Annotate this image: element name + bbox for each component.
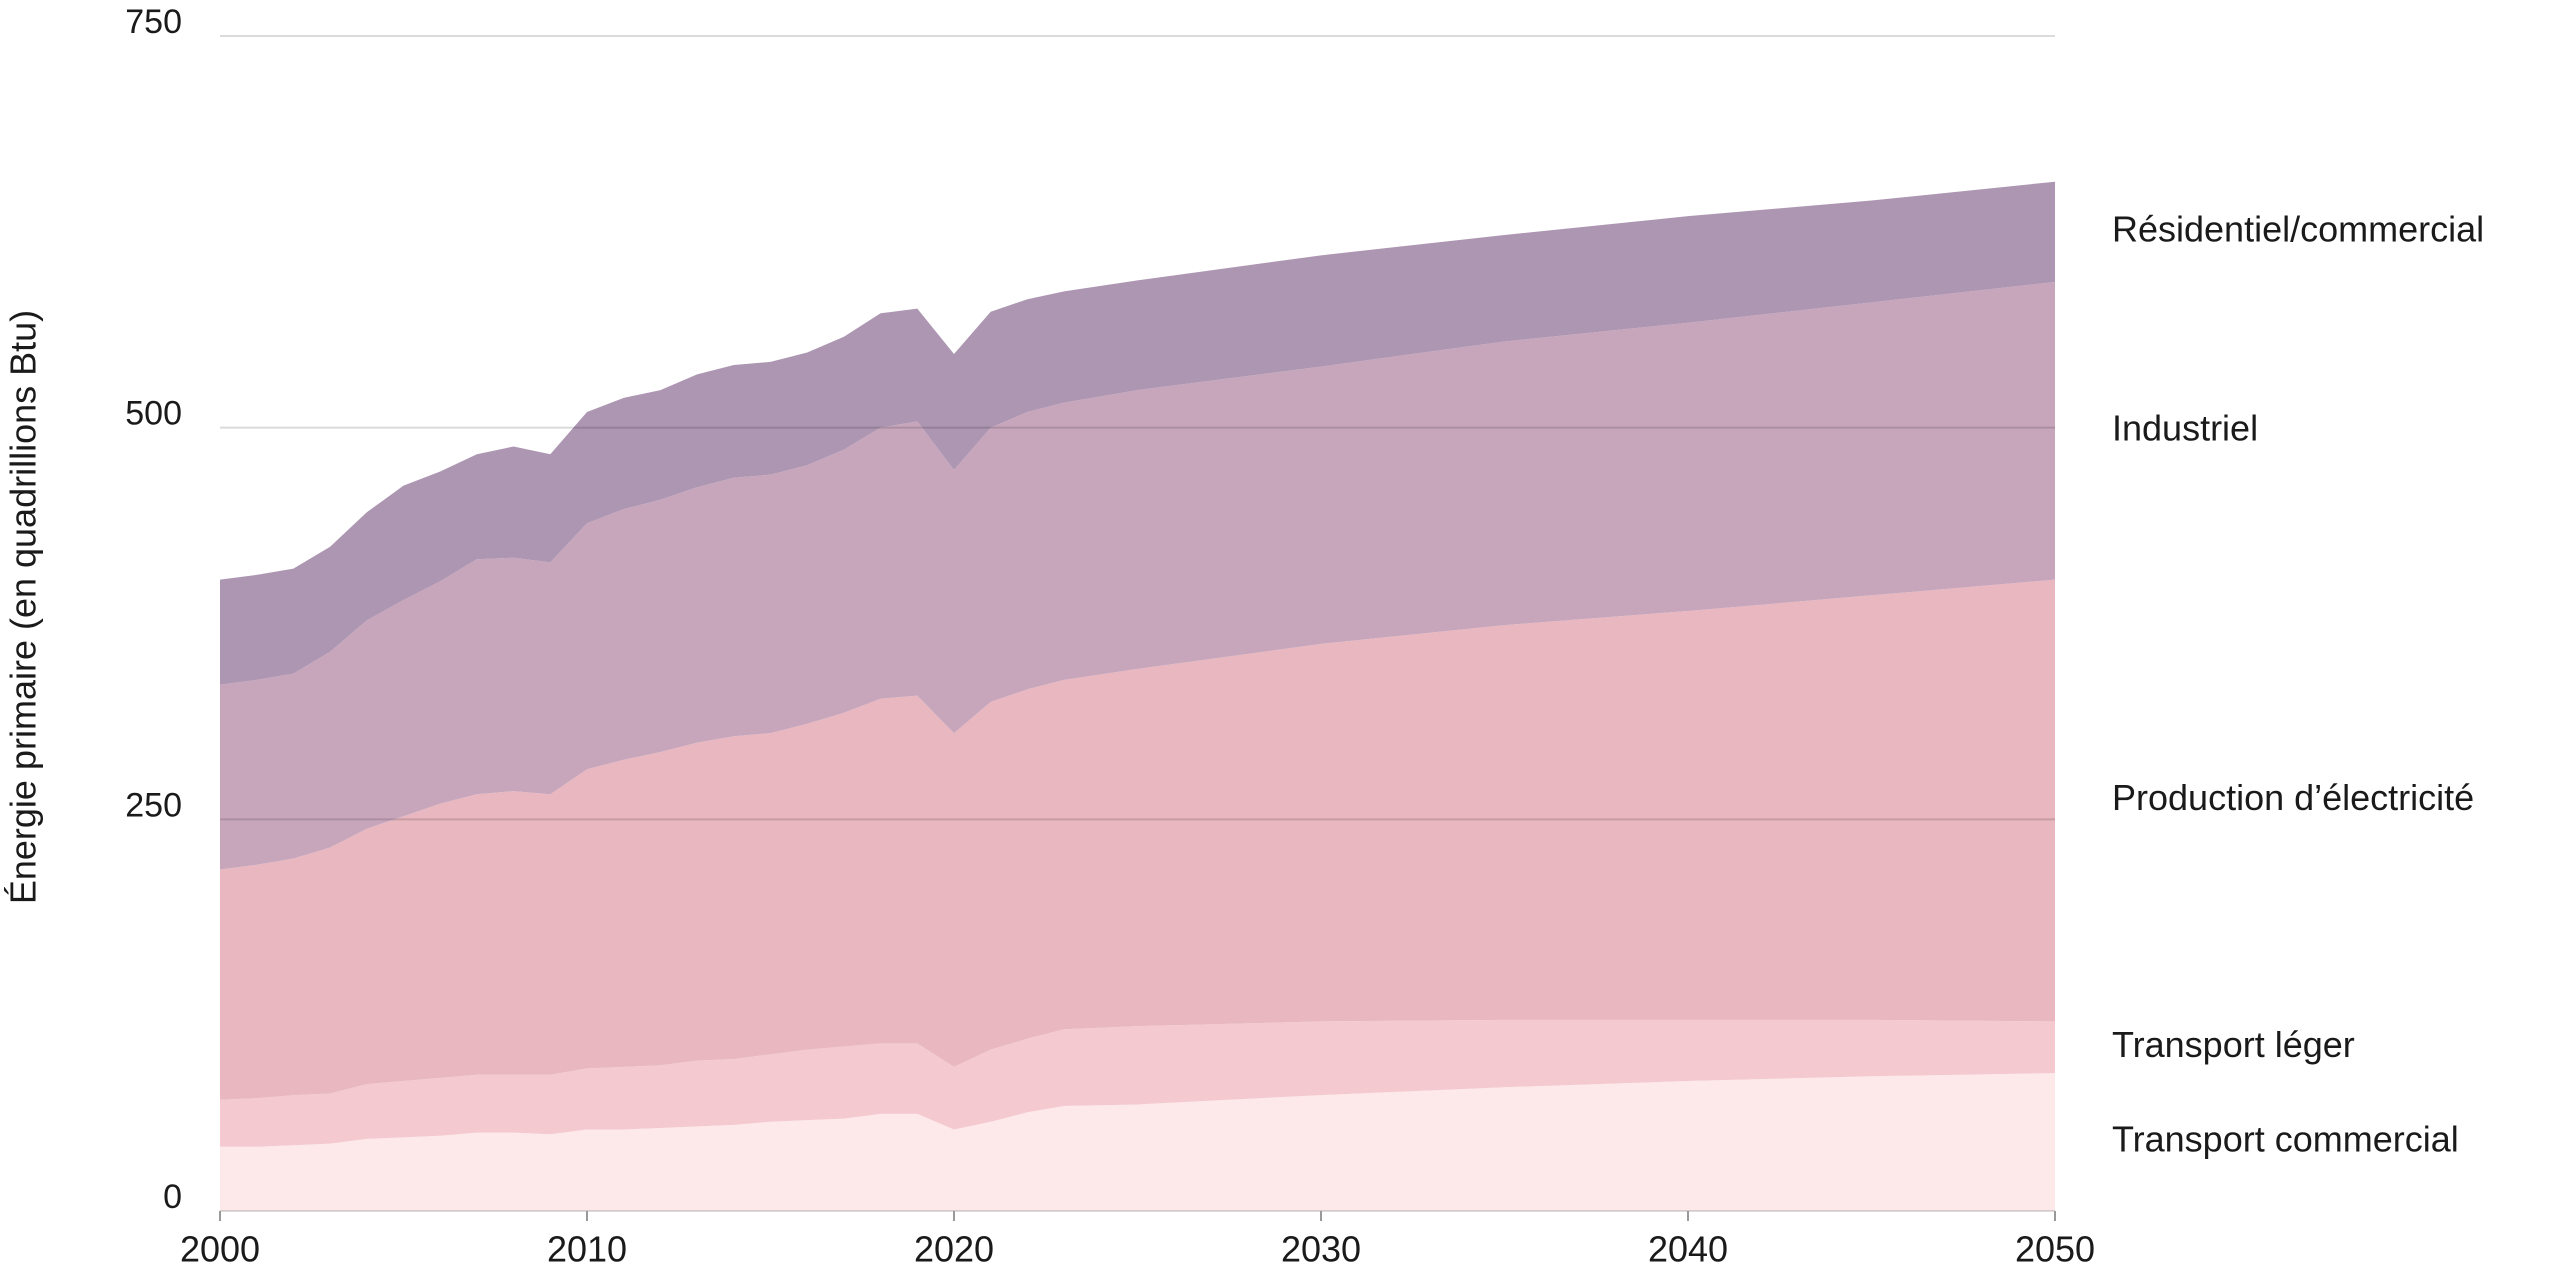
y-tick-label: 500 bbox=[125, 395, 182, 433]
area bbox=[220, 579, 2055, 1100]
area bbox=[220, 181, 2055, 685]
x-tick-label: 2010 bbox=[547, 1229, 627, 1270]
x-tick-label: 2000 bbox=[180, 1229, 260, 1270]
y-tick-label: 750 bbox=[125, 3, 182, 41]
y-tick-label: 250 bbox=[125, 786, 182, 824]
x-tick-label: 2050 bbox=[2015, 1229, 2095, 1270]
series-label: Industriel bbox=[2112, 407, 2258, 448]
area bbox=[220, 1073, 2055, 1211]
series-label: Production d’électricité bbox=[2112, 777, 2474, 818]
series-label: Transport léger bbox=[2112, 1024, 2355, 1065]
x-tick-label: 2040 bbox=[1648, 1229, 1728, 1270]
series-label: Résidentiel/commercial bbox=[2112, 208, 2484, 249]
x-tick-label: 2020 bbox=[914, 1229, 994, 1270]
x-tick-label: 2030 bbox=[1281, 1229, 1361, 1270]
series-label: Transport commercial bbox=[2112, 1119, 2459, 1160]
y-axis-title: Énergie primaire (en quadrillions Btu) bbox=[3, 310, 44, 904]
area bbox=[220, 1019, 2055, 1147]
area bbox=[220, 281, 2055, 870]
y-tick-label: 0 bbox=[163, 1178, 182, 1216]
